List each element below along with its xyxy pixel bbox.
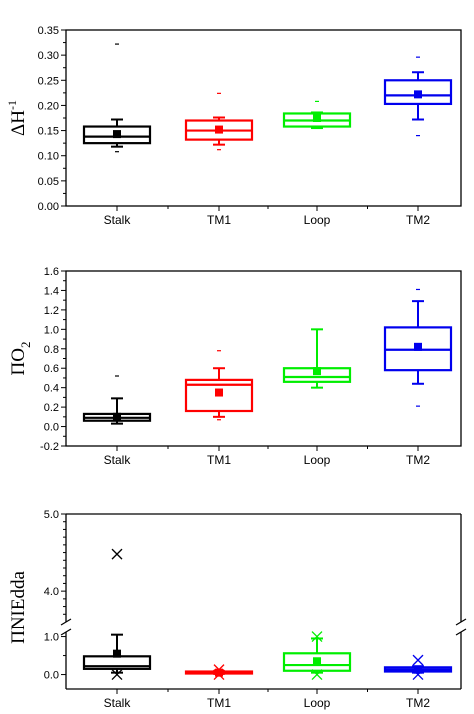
y-tick-label: 0.0 — [44, 422, 59, 434]
iqr-box — [383, 79, 453, 106]
box-loop-p2 — [282, 328, 352, 389]
box-tm2-p3 — [383, 654, 453, 681]
y-tick-label: 5.0 — [44, 509, 59, 521]
y-tick-label: 1.2 — [44, 305, 59, 317]
outlier-x-stroke — [213, 664, 225, 676]
box-stalk-p2 — [82, 375, 152, 425]
y-axis-label-subscript: 2 — [18, 342, 33, 349]
x-tick-label-stalk: Stalk — [104, 453, 132, 467]
axis-break-left — [60, 618, 72, 626]
mean-marker — [313, 114, 321, 122]
box-tm1-p3 — [184, 664, 254, 681]
box-tm2-p2 — [383, 288, 453, 407]
y-axis-label: ΠNIEdda — [8, 571, 29, 644]
y-tick-label: 0.10 — [38, 151, 59, 163]
y-tick-label: 0.35 — [38, 25, 59, 37]
x-tick-label-tm1: TM1 — [207, 453, 231, 467]
outlier-marker — [311, 631, 323, 643]
y-tick-label: 0.05 — [38, 176, 59, 188]
outlier-x-stroke — [213, 669, 225, 681]
outlier-x-stroke — [111, 669, 123, 681]
axis-break-right — [455, 618, 467, 626]
box-loop-p1 — [282, 100, 352, 130]
y-tick-label: -0.2 — [40, 441, 59, 453]
box-tm2-p1 — [383, 56, 453, 137]
mean-marker — [113, 130, 121, 139]
panel-delta-h: 0.00 0.05 0.10 0.15 0.20 0.25 0.30 0.35 Stalk TM1… — [5, 25, 462, 227]
outlier-marker — [111, 548, 123, 560]
iqr-box — [282, 652, 352, 672]
outlier-x-stroke — [311, 631, 323, 643]
x-tick-label-tm1: TM1 — [207, 696, 231, 710]
axis-break-left — [60, 628, 72, 636]
y-tick-label: 1.0 — [44, 324, 59, 336]
x-tick-label-tm2: TM2 — [406, 213, 430, 227]
panel-pi-o2: -0.2 0.0 0.2 0.4 0.6 0.8 1.0 1.2 1.4 1.6 Stalk TM1 L… — [8, 266, 462, 467]
outlier-marker — [311, 669, 323, 681]
box-loop-p3 — [282, 631, 352, 681]
y-axis-label-main: ΠO — [8, 348, 29, 375]
mean-marker — [215, 388, 223, 397]
y-tick-label: 0.6 — [44, 363, 59, 375]
y-tick-label: 0.0 — [44, 670, 59, 682]
y-tick-label: 0.4 — [44, 383, 59, 395]
y-axis-label: ΠO2 — [8, 342, 33, 376]
outlier-x-stroke — [311, 669, 323, 681]
outlier-marker — [213, 664, 225, 676]
x-tick-label-stalk: Stalk — [104, 696, 132, 710]
outlier-x-stroke — [412, 669, 424, 681]
y-tick-label: 0.20 — [38, 100, 59, 112]
y-axis-label-superscript: -1 — [5, 100, 19, 110]
mean-marker — [414, 342, 422, 351]
outlier-x-stroke — [412, 654, 424, 666]
mean-marker — [313, 657, 321, 666]
iqr-box — [82, 125, 152, 145]
outlier-marker — [213, 669, 225, 681]
x-tick-label-tm2: TM2 — [406, 453, 430, 467]
y-tick-label: 1.0 — [44, 632, 59, 644]
y-axis-label: ΔH-1 — [5, 100, 29, 136]
mean-marker — [113, 649, 121, 658]
mean-marker — [113, 412, 121, 421]
iqr-box — [184, 378, 254, 413]
y-tick-label: 0.8 — [44, 344, 59, 356]
x-tick-label-loop: Loop — [304, 453, 331, 467]
panel-pi-niedda: 4.0 5.0 0.0 1.0 Stalk TM1 Loop TM2 ΠNIEdda — [8, 509, 467, 710]
y-tick-label: 1.4 — [44, 285, 59, 297]
mean-marker — [414, 90, 422, 99]
box-tm1-p2 — [184, 350, 254, 421]
y-tick-label: 1.6 — [44, 266, 59, 278]
y-tick-label: 4.0 — [44, 586, 59, 598]
mean-marker — [215, 668, 223, 677]
mean-marker — [414, 665, 422, 674]
x-tick-label-tm1: TM1 — [207, 213, 231, 227]
outlier-marker — [111, 669, 123, 681]
mean-marker — [313, 367, 321, 376]
y-axis-label-main: ΔH — [8, 110, 29, 136]
outlier-marker — [412, 669, 424, 681]
x-tick-label-loop: Loop — [304, 213, 331, 227]
axis-break-right — [455, 628, 467, 636]
y-tick-label: 0.00 — [38, 201, 59, 213]
mean-marker — [215, 125, 223, 134]
x-tick-label-tm2: TM2 — [406, 696, 430, 710]
x-tick-label-loop: Loop — [304, 696, 331, 710]
box-stalk-p1 — [82, 43, 152, 153]
y-tick-label: 0.30 — [38, 50, 59, 62]
y-tick-label: 0.15 — [38, 126, 59, 138]
x-tick-label-stalk: Stalk — [104, 213, 132, 227]
plot-frame — [65, 29, 462, 207]
outlier-marker — [412, 654, 424, 666]
y-tick-label: 0.2 — [44, 402, 59, 414]
box-stalk-p3 — [82, 548, 152, 681]
y-tick-label: 0.25 — [38, 75, 59, 87]
box-tm1-p1 — [184, 92, 254, 151]
outlier-x-stroke — [111, 548, 123, 560]
